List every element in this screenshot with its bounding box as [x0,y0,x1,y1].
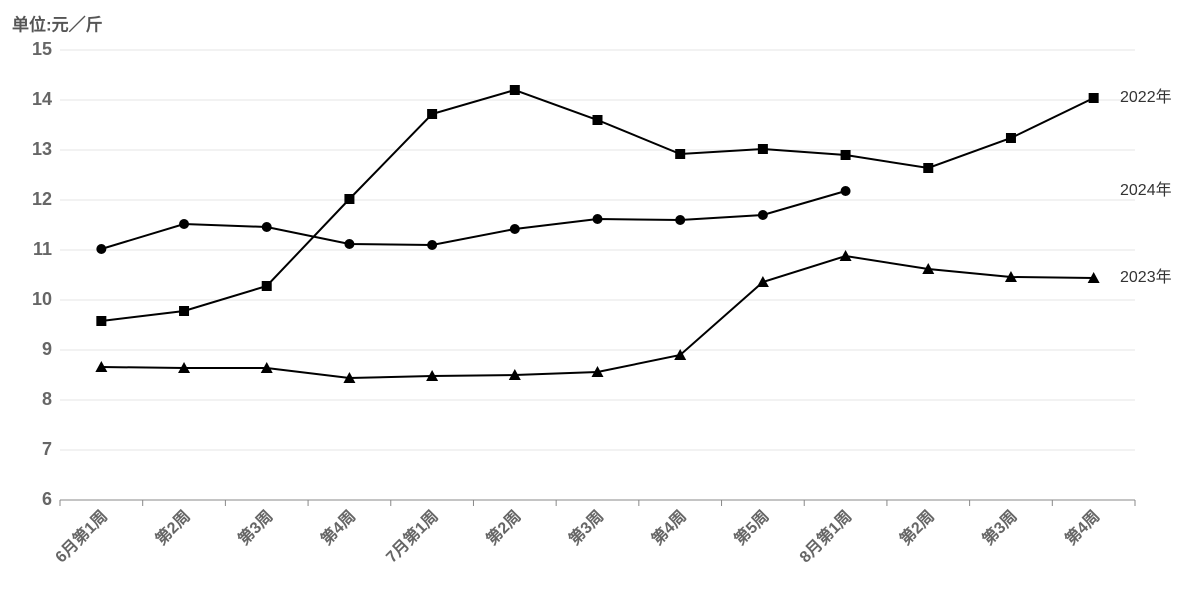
marker [839,250,852,261]
marker [343,372,356,383]
y-tick-label: 15 [32,39,52,59]
x-tick-label: 第3周 [978,506,1020,548]
marker [95,361,108,372]
marker [756,276,769,287]
series-line [101,254,1094,380]
y-tick-label: 14 [32,89,52,109]
y-tick-label: 13 [32,139,52,159]
x-tick-label: 第4周 [648,506,690,548]
y-tick-label: 7 [42,439,52,459]
x-tick-label: 第5周 [730,506,772,548]
marker [675,215,686,225]
marker [674,349,687,360]
marker [344,194,355,204]
series-label: 2024年 [1120,181,1172,199]
marker [840,186,851,196]
marker [96,244,107,254]
y-tick-label: 11 [33,239,52,259]
x-tick-label: 第3周 [565,506,607,548]
marker [179,219,190,229]
marker [508,369,521,380]
marker [923,163,934,173]
marker [260,362,273,373]
y-tick-label: 10 [32,289,52,309]
marker [592,214,603,224]
y-axis-label: 单位:元／斤 [12,14,103,34]
x-tick-label: 6月第1周 [51,506,111,566]
y-tick-label: 8 [42,389,52,409]
x-tick-label: 第2周 [482,506,524,548]
marker [757,210,768,220]
x-tick-label: 8月第1周 [795,506,855,566]
x-tick-label: 第4周 [317,506,359,548]
marker [922,263,935,274]
y-tick-label: 6 [42,489,52,509]
x-tick-label: 7月第1周 [382,506,442,566]
marker [344,239,355,249]
marker [179,306,190,316]
y-tick-label: 12 [32,189,52,209]
series-label: 2023年 [1120,268,1172,286]
marker [1087,272,1100,283]
marker [178,362,191,373]
marker [509,224,520,234]
marker [261,281,272,291]
marker [427,109,438,119]
series-line [101,190,846,250]
marker [96,316,107,326]
x-tick-label: 第2周 [151,506,193,548]
marker [427,240,438,250]
x-tick-label: 第2周 [896,506,938,548]
marker [1005,133,1016,143]
marker [840,150,851,160]
marker [426,370,439,381]
marker [592,115,603,125]
series-label: 2022年 [1120,88,1172,106]
marker [1088,93,1099,103]
marker [261,222,272,232]
x-tick-label: 第4周 [1061,506,1103,548]
marker [1004,271,1017,282]
y-tick-label: 9 [42,339,52,359]
marker [509,85,520,95]
marker [675,149,686,159]
x-tick-label: 第3周 [234,506,276,548]
marker [757,144,768,154]
marker [591,366,604,377]
